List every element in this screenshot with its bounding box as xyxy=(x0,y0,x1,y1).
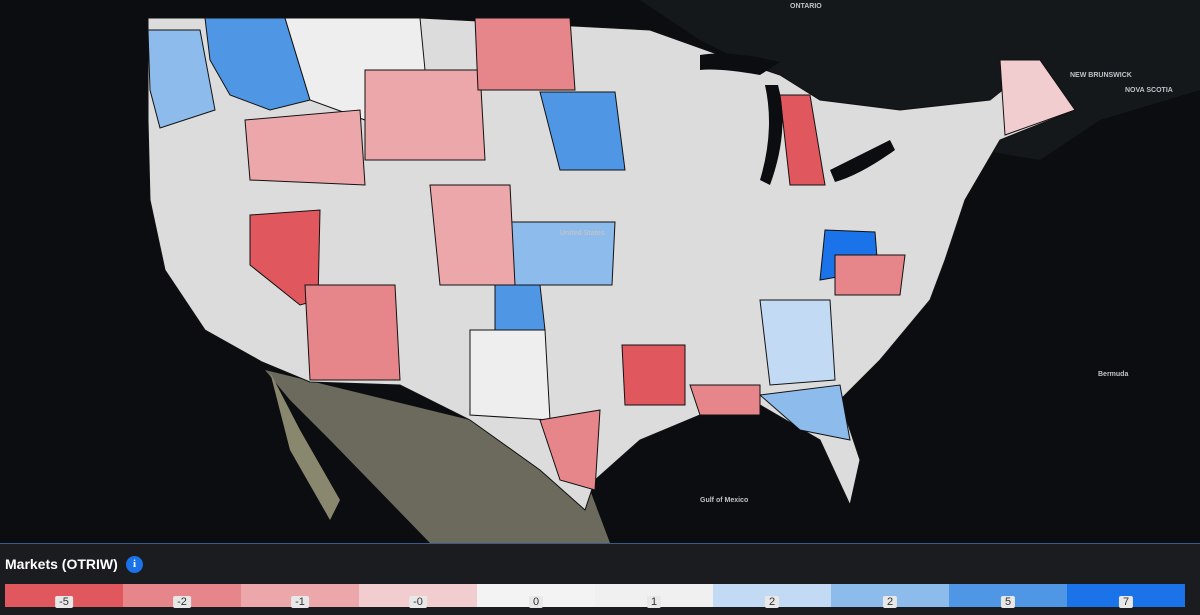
region xyxy=(494,284,546,331)
region xyxy=(147,29,216,129)
region xyxy=(429,184,516,286)
legend-label: 5 xyxy=(1000,596,1016,608)
region xyxy=(244,109,366,186)
canada-land xyxy=(640,0,1200,160)
region xyxy=(304,284,401,381)
legend-label: 7 xyxy=(1118,596,1134,608)
lake xyxy=(830,140,895,182)
map-label: Gulf of Mexico xyxy=(700,497,748,504)
legend-swatch: -5 xyxy=(5,584,123,608)
region xyxy=(689,384,761,416)
map-label: United States xyxy=(560,230,605,237)
legend-swatch: 7 xyxy=(1067,584,1185,608)
legend-label: 2 xyxy=(764,596,780,608)
legend-swatch: 5 xyxy=(949,584,1067,608)
region xyxy=(758,384,851,441)
legend-title: Markets (OTRIW) xyxy=(5,556,118,572)
lake xyxy=(760,85,783,185)
region xyxy=(621,344,686,406)
info-button[interactable]: i xyxy=(126,556,143,573)
map-label: NEW BRUNSWICK xyxy=(1070,72,1132,79)
region xyxy=(469,329,551,421)
region xyxy=(834,254,906,296)
map-label: Bermuda xyxy=(1098,371,1128,378)
lake xyxy=(700,53,780,75)
legend-label: -1 xyxy=(291,596,309,608)
legend-label: -0 xyxy=(409,596,427,608)
legend-label: -5 xyxy=(55,596,73,608)
legend-swatch: 2 xyxy=(831,584,949,608)
region xyxy=(779,94,826,186)
map-label: NOVA SCOTIA xyxy=(1125,87,1173,94)
legend-label: -2 xyxy=(173,596,191,608)
legend-swatch: -0 xyxy=(359,584,477,608)
region xyxy=(364,69,486,161)
map: ONTARIO NEW BRUNSWICK NOVA SCOTIA Bermud… xyxy=(147,0,1200,543)
region xyxy=(759,299,836,386)
legend-swatch: 2 xyxy=(713,584,831,608)
region xyxy=(999,59,1076,136)
baja xyxy=(270,372,340,520)
legend-label: 0 xyxy=(528,596,544,608)
map-label: ONTARIO xyxy=(790,3,822,10)
legend: -5 -2 -1 -0 0 1 2 2 5 7 xyxy=(5,584,1185,608)
legend-swatch: 0 xyxy=(477,584,595,608)
legend-swatch: -1 xyxy=(241,584,359,608)
legend-label: 1 xyxy=(646,596,662,608)
legend-label: 2 xyxy=(882,596,898,608)
region xyxy=(539,409,601,491)
legend-swatch: 1 xyxy=(595,584,713,608)
mexico-land xyxy=(265,370,610,543)
legend-panel: Markets (OTRIW) i -5 -2 -1 -0 0 1 2 2 5 7 xyxy=(0,543,1200,615)
legend-swatch: -2 xyxy=(123,584,241,608)
region xyxy=(474,17,576,91)
region xyxy=(539,91,626,171)
